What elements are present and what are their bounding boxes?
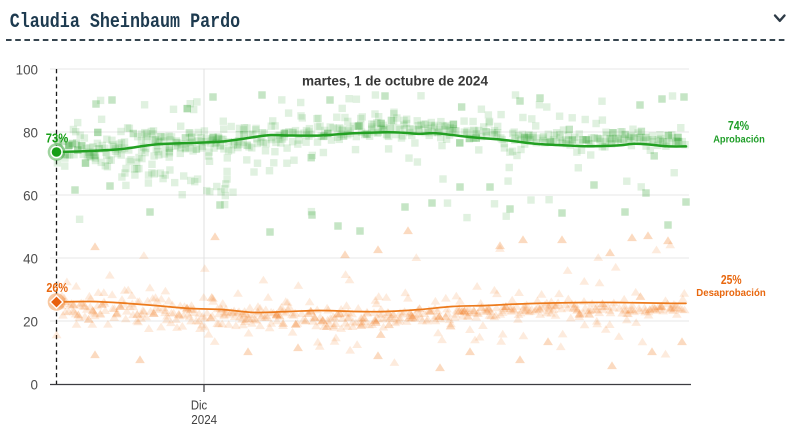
svg-text:Dic: Dic	[191, 398, 207, 412]
svg-text:25%: 25%	[721, 273, 742, 287]
svg-text:73%: 73%	[46, 132, 69, 146]
svg-text:martes, 1 de octubre de 2024: martes, 1 de octubre de 2024	[302, 72, 488, 88]
svg-text:74%: 74%	[728, 119, 749, 133]
svg-text:Claudia Sheinbaum Pardo: Claudia Sheinbaum Pardo	[10, 11, 241, 34]
svg-text:Aprobación: Aprobación	[713, 133, 765, 145]
svg-text:0: 0	[31, 378, 38, 393]
svg-text:Desaprobación: Desaprobación	[696, 287, 765, 299]
svg-text:60: 60	[23, 189, 38, 204]
svg-text:2024: 2024	[191, 413, 217, 427]
svg-text:100: 100	[16, 63, 38, 78]
svg-text:26%: 26%	[46, 281, 68, 295]
svg-text:20: 20	[23, 315, 38, 330]
svg-text:40: 40	[23, 252, 38, 267]
svg-text:80: 80	[23, 126, 38, 141]
